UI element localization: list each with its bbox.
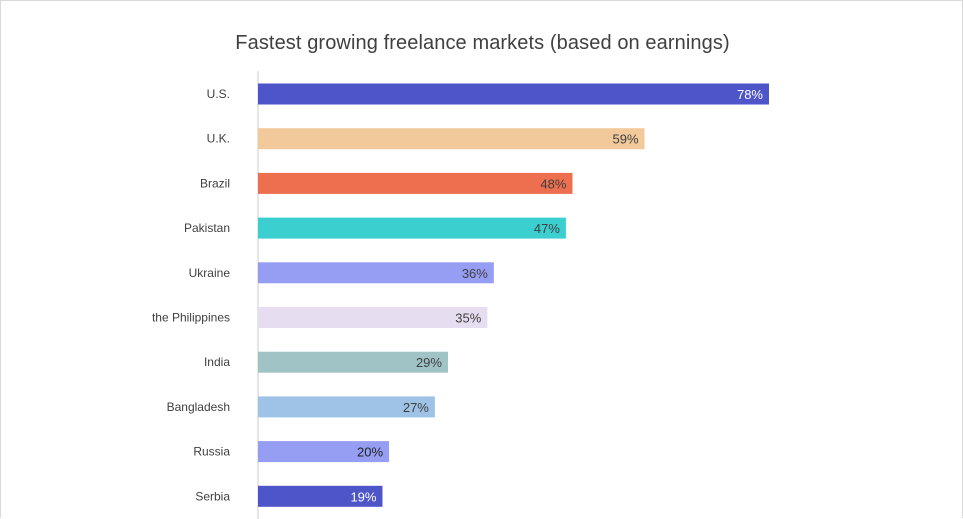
category-label: the Philippines (152, 311, 230, 325)
bar (258, 307, 488, 328)
data-label: 78% (737, 87, 763, 102)
category-label: Bangladesh (167, 400, 230, 414)
bar (258, 262, 494, 284)
data-label: 36% (462, 266, 488, 281)
chart-title: Fastest growing freelance markets (based… (235, 32, 730, 54)
category-label: U.K. (207, 132, 230, 146)
bar (258, 172, 573, 194)
category-label: Pakistan (184, 221, 230, 235)
data-label: 35% (455, 311, 481, 326)
bar (258, 128, 645, 150)
data-label: 19% (350, 489, 376, 504)
category-label: Serbia (195, 489, 230, 503)
data-label: 27% (403, 400, 429, 415)
data-label: 59% (612, 132, 638, 147)
category-label: U.S. (207, 87, 230, 101)
data-label: 48% (540, 176, 566, 191)
bar (258, 396, 435, 418)
bar (258, 83, 769, 105)
bar (258, 485, 383, 507)
data-label: 29% (416, 355, 442, 370)
bar (258, 217, 566, 239)
bar (258, 351, 448, 373)
category-label: Russia (193, 445, 230, 459)
data-label: 47% (534, 221, 560, 236)
bar (258, 441, 390, 463)
data-label: 20% (357, 445, 383, 460)
category-label: Brazil (200, 176, 230, 190)
category-label: India (204, 355, 230, 369)
category-label: Ukraine (189, 266, 231, 280)
